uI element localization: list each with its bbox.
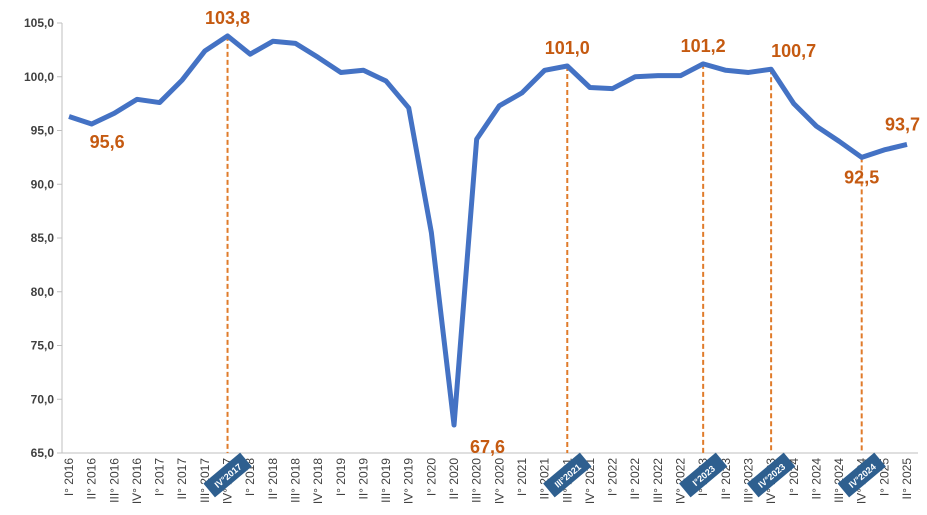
callout-box	[678, 452, 728, 498]
x-tick-label: III° 2024	[832, 458, 846, 503]
x-tick-label: I° 2021	[515, 458, 529, 496]
x-tick-label: IV° 2018	[311, 458, 325, 504]
x-tick-label: III° 2020	[470, 458, 484, 503]
x-tick-label: II° 2024	[809, 458, 823, 500]
data-label: 100,7	[771, 41, 816, 61]
y-tick-label: 100,0	[24, 70, 54, 84]
x-tick-label: II° 2019	[356, 458, 370, 500]
x-tick-label: I° 2022	[606, 458, 620, 496]
data-label: 101,0	[545, 38, 590, 58]
x-tick-label: I° 2020	[424, 458, 438, 496]
data-label: 103,8	[205, 8, 250, 28]
x-tick-label: III° 2019	[379, 458, 393, 503]
data-label: 93,7	[885, 114, 920, 134]
series-line	[68, 33, 908, 428]
x-tick-label: II° 2018	[266, 458, 280, 500]
y-tick-label: 80,0	[31, 285, 55, 299]
y-tick-label: 105,0	[24, 16, 54, 30]
x-tick-label: II° 2017	[175, 458, 189, 500]
data-label: 95,6	[90, 132, 125, 152]
x-tick-label: II° 2025	[900, 458, 914, 500]
callout-box	[746, 452, 796, 498]
callout-box	[543, 452, 592, 498]
x-tick-label: II° 2020	[447, 458, 461, 500]
x-tick-label: I° 2019	[334, 458, 348, 496]
x-tick-label: II° 2022	[628, 458, 642, 500]
callout-box	[837, 452, 886, 498]
y-tick-label: 95,0	[31, 124, 55, 138]
x-tick-label: II° 2016	[85, 458, 99, 500]
x-tick-label: IV° 2019	[402, 458, 416, 504]
data-label: 92,5	[844, 167, 879, 187]
x-tick-label: I° 2016	[62, 458, 76, 496]
x-tick-label: III° 2022	[651, 458, 665, 503]
y-tick-label: 70,0	[31, 392, 55, 406]
data-label: 101,2	[681, 36, 726, 56]
y-tick-label: 65,0	[31, 446, 55, 460]
x-tick-label: III° 2016	[107, 458, 121, 503]
data-label: 67,6	[470, 437, 505, 457]
callout-box	[203, 452, 252, 498]
x-tick-label: III° 2018	[288, 458, 302, 503]
y-tick-label: 75,0	[31, 339, 55, 353]
y-tick-label: 85,0	[31, 231, 55, 245]
x-tick-label: IV° 2022	[674, 458, 688, 504]
x-tick-label: IV° 2016	[130, 458, 144, 504]
x-tick-label: III° 2023	[741, 458, 755, 503]
x-tick-label: III° 2017	[198, 458, 212, 503]
x-tick-label: I° 2017	[153, 458, 167, 496]
y-tick-label: 90,0	[31, 177, 55, 191]
x-tick-label: IV° 2020	[492, 458, 506, 504]
